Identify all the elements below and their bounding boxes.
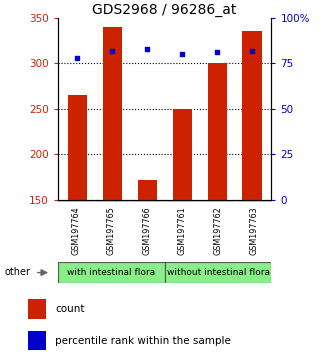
- Text: GSM197763: GSM197763: [249, 207, 258, 255]
- Bar: [172, 109, 192, 200]
- Text: GSM197764: GSM197764: [71, 207, 80, 255]
- Bar: [165, 262, 271, 283]
- Text: with intestinal flora: with intestinal flora: [67, 268, 155, 277]
- Bar: [58, 262, 165, 283]
- Title: GDS2968 / 96286_at: GDS2968 / 96286_at: [92, 3, 237, 17]
- Bar: [103, 27, 122, 200]
- Bar: [68, 95, 87, 200]
- Text: percentile rank within the sample: percentile rank within the sample: [55, 336, 231, 346]
- Point: [110, 48, 115, 53]
- Bar: [208, 63, 227, 200]
- Point: [250, 48, 255, 53]
- Bar: [28, 299, 46, 319]
- Point: [179, 51, 185, 57]
- Text: count: count: [55, 304, 85, 314]
- Bar: [243, 32, 262, 200]
- Text: GSM197761: GSM197761: [178, 207, 187, 255]
- Point: [214, 50, 220, 55]
- Point: [145, 46, 150, 52]
- Bar: [138, 180, 157, 200]
- Text: GSM197766: GSM197766: [142, 207, 151, 255]
- Text: other: other: [5, 267, 31, 276]
- Text: GSM197762: GSM197762: [213, 207, 222, 255]
- Bar: [28, 331, 46, 350]
- Point: [74, 55, 80, 61]
- Text: GSM197765: GSM197765: [107, 207, 116, 255]
- Text: without intestinal flora: without intestinal flora: [166, 268, 269, 277]
